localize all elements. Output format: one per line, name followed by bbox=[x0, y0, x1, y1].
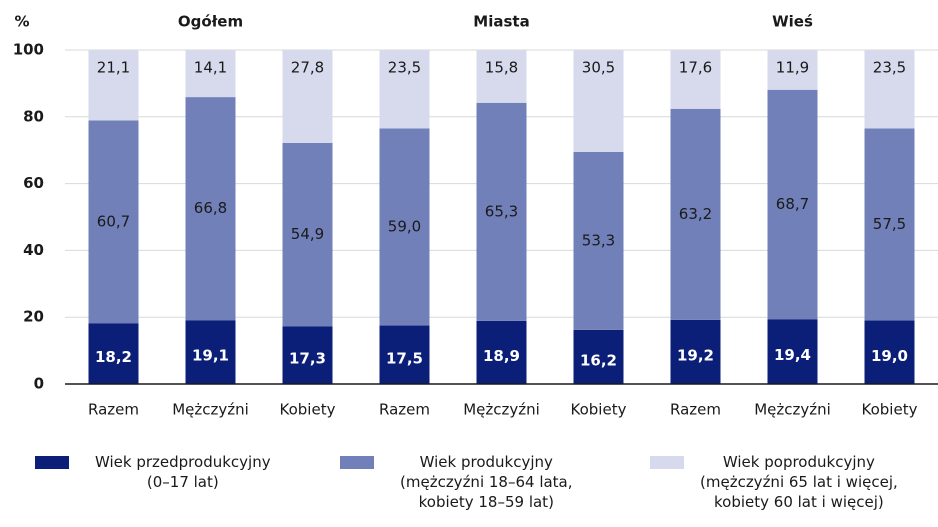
data-label: 21,1 bbox=[97, 59, 130, 77]
group-label: Miasta bbox=[473, 13, 529, 31]
bar-segment bbox=[670, 319, 721, 384]
bar-segment bbox=[573, 50, 624, 152]
data-label: 18,9 bbox=[483, 347, 520, 365]
bar-segment bbox=[864, 128, 915, 321]
bar-segment bbox=[670, 50, 721, 109]
data-label: 68,7 bbox=[776, 195, 809, 213]
data-label: 59,0 bbox=[388, 218, 421, 236]
x-tick-label: Mężczyźni bbox=[754, 401, 831, 419]
bar-segment bbox=[864, 50, 915, 129]
legend-label: Wiek poprodukcyjny (mężczyźni 65 lat i w… bbox=[700, 453, 898, 511]
data-label: 65,3 bbox=[485, 202, 518, 220]
bar-segment bbox=[476, 320, 527, 384]
bar-segment bbox=[767, 50, 818, 90]
data-label: 14,1 bbox=[194, 59, 227, 77]
x-tick-label: Mężczyźni bbox=[172, 401, 249, 419]
data-label: 17,3 bbox=[289, 350, 326, 368]
y-axis-label: % bbox=[14, 13, 29, 31]
bar-segment bbox=[88, 120, 139, 324]
data-label: 66,8 bbox=[194, 199, 227, 217]
data-label: 53,3 bbox=[582, 231, 615, 249]
data-label: 23,5 bbox=[873, 59, 906, 77]
y-tick-label: 40 bbox=[23, 241, 44, 259]
data-label: 63,2 bbox=[679, 205, 712, 223]
legend-label: Wiek przedprodukcyjny (0–17 lat) bbox=[95, 453, 271, 491]
data-label: 27,8 bbox=[291, 59, 324, 77]
y-tick-label: 0 bbox=[34, 375, 44, 393]
data-label: 19,0 bbox=[871, 347, 908, 365]
bar-segment bbox=[864, 320, 915, 384]
data-label: 17,5 bbox=[386, 349, 423, 367]
x-tick-label: Razem bbox=[379, 401, 430, 419]
data-label: 60,7 bbox=[97, 212, 130, 230]
bar-segment bbox=[282, 326, 333, 384]
x-tick-label: Kobiety bbox=[862, 401, 918, 419]
x-tick-label: Kobiety bbox=[280, 401, 336, 419]
y-tick-label: 100 bbox=[13, 41, 44, 59]
bar-segment bbox=[476, 50, 527, 103]
bar-segment bbox=[282, 50, 333, 143]
data-label: 19,4 bbox=[774, 346, 811, 364]
data-label: 57,5 bbox=[873, 215, 906, 233]
bar-segment bbox=[185, 97, 236, 321]
bar-segment bbox=[88, 50, 139, 121]
legend-label: Wiek produkcyjny (mężczyźni 18–64 lata, … bbox=[400, 453, 573, 511]
data-label: 11,9 bbox=[776, 59, 809, 77]
data-label: 15,8 bbox=[485, 59, 518, 77]
group-label: Ogółem bbox=[178, 13, 243, 31]
x-tick-label: Mężczyźni bbox=[463, 401, 540, 419]
data-label: 19,1 bbox=[192, 347, 229, 365]
y-tick-label: 80 bbox=[23, 107, 44, 125]
data-label: 19,2 bbox=[677, 346, 714, 364]
y-tick-label: 20 bbox=[23, 308, 44, 326]
bar-segment bbox=[573, 329, 624, 384]
data-label: 17,6 bbox=[679, 59, 712, 77]
legend-item: Wiek produkcyjny (mężczyźni 18–64 lata, … bbox=[340, 452, 573, 512]
bar-segment bbox=[379, 128, 430, 326]
bar-segment bbox=[767, 89, 818, 320]
y-tick-label: 60 bbox=[23, 174, 44, 192]
data-label: 30,5 bbox=[582, 59, 615, 77]
group-label: Wieś bbox=[772, 13, 813, 31]
data-label: 54,9 bbox=[291, 225, 324, 243]
data-label: 23,5 bbox=[388, 59, 421, 77]
bar-segment bbox=[88, 323, 139, 384]
bar-segment bbox=[185, 50, 236, 98]
x-tick-label: Razem bbox=[670, 401, 721, 419]
x-tick-label: Razem bbox=[88, 401, 139, 419]
legend-swatch bbox=[340, 456, 374, 469]
data-label: 16,2 bbox=[580, 351, 617, 369]
chart: % 0 20 40 60 80 100 Ogółem Miasta Wieś Razem 18,2 6… bbox=[13, 13, 938, 419]
bar-segment bbox=[767, 319, 818, 384]
bar-segment bbox=[379, 50, 430, 129]
x-tick-label: Kobiety bbox=[571, 401, 627, 419]
bar-segment bbox=[670, 108, 721, 320]
legend-swatch bbox=[650, 456, 684, 469]
bar-segment bbox=[185, 320, 236, 384]
bar-segment bbox=[282, 142, 333, 327]
legend-item: Wiek przedprodukcyjny (0–17 lat) bbox=[35, 452, 271, 492]
bar-segment bbox=[379, 325, 430, 384]
data-label: 18,2 bbox=[95, 348, 132, 366]
legend-item: Wiek poprodukcyjny (mężczyźni 65 lat i w… bbox=[650, 452, 898, 512]
bar-segment bbox=[573, 151, 624, 330]
legend-swatch bbox=[35, 456, 69, 469]
bar-segment bbox=[476, 102, 527, 321]
